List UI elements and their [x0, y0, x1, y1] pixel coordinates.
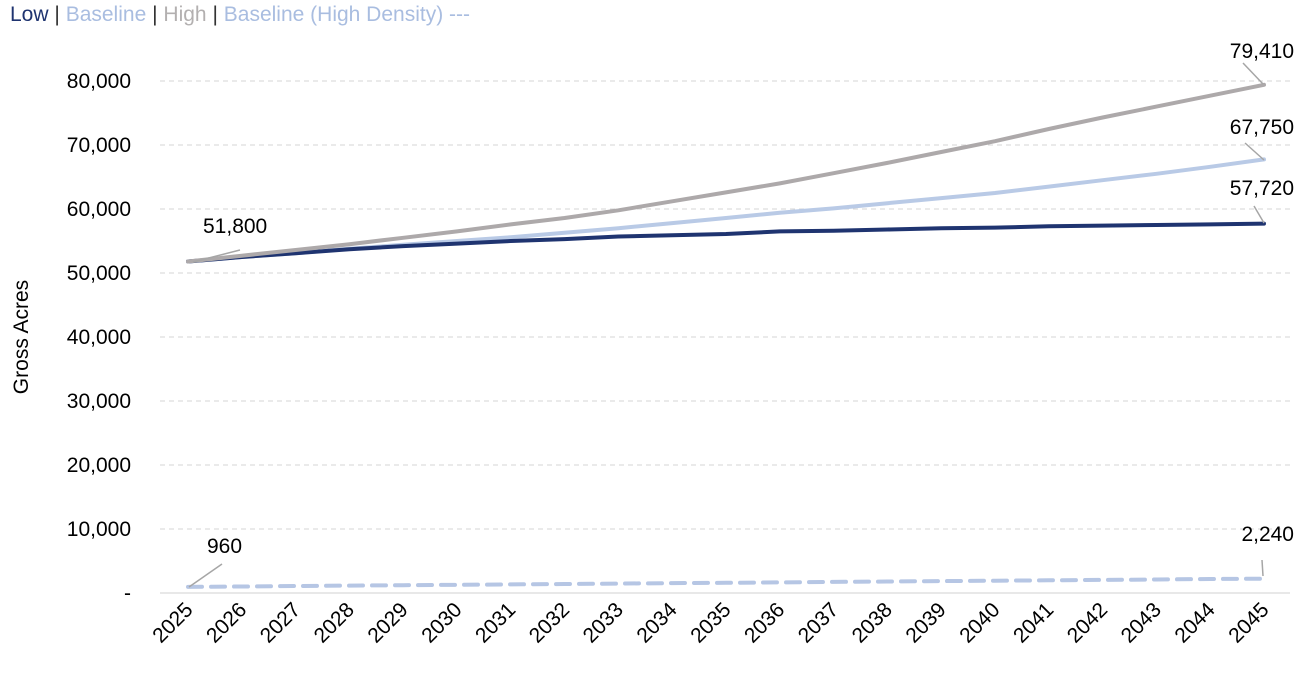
data-label: 2,240	[1241, 523, 1294, 546]
series-line-baseline-high-density	[186, 576, 1266, 589]
legend-separator: |	[152, 3, 158, 26]
y-tick-label: -	[124, 582, 131, 605]
x-tick-label: 2027	[256, 598, 305, 647]
y-tick-label: 50,000	[67, 262, 131, 285]
y-tick-label: 10,000	[67, 518, 131, 541]
series-line-low	[186, 221, 1266, 264]
y-axis-label: Gross Acres	[10, 280, 33, 394]
x-axis-ticks: 2025 2026 2027 2028 2029 2030 2031 2032 2033 2034…	[148, 598, 1273, 648]
gridlines	[160, 80, 1290, 530]
x-tick-label: 2039	[901, 598, 950, 647]
x-tick-label: 2032	[525, 598, 574, 647]
y-tick-label: 40,000	[67, 326, 131, 349]
x-tick-label: 2038	[848, 598, 897, 647]
x-tick-label: 2037	[794, 598, 843, 647]
legend-item-low: Low	[10, 3, 49, 26]
x-tick-label: 2042	[1063, 598, 1112, 647]
data-label-leader	[1244, 142, 1265, 161]
chart-legend: Low | Baseline | High | Baseline (High D…	[10, 3, 470, 27]
x-tick-label: 2036	[740, 598, 789, 647]
y-tick-label: 70,000	[67, 134, 131, 157]
data-label: 67,750	[1230, 116, 1294, 139]
x-tick-label: 2043	[1117, 598, 1166, 647]
legend-separator: |	[212, 3, 218, 26]
legend-item-baseline-high-density: Baseline (High Density) ---	[223, 3, 471, 26]
x-tick-label: 2045	[1224, 598, 1273, 647]
legend-item-baseline: Baseline	[65, 3, 147, 26]
series-line-high	[186, 82, 1266, 264]
legend-separator: |	[54, 3, 60, 26]
x-tick-label: 2040	[955, 598, 1004, 647]
legend-item-high: High	[163, 3, 207, 26]
x-tick-label: 2035	[686, 598, 735, 647]
data-label-leader	[188, 563, 223, 588]
data-label-leader	[1242, 62, 1264, 85]
y-axis-ticks: - 10,000 20,000 30,000 40,000 50,000 60,000 70,…	[67, 70, 131, 605]
x-tick-label: 2033	[579, 598, 628, 647]
x-tick-label: 2031	[471, 598, 520, 647]
y-tick-label: 80,000	[67, 70, 131, 93]
data-label: 51,800	[203, 215, 267, 238]
x-tick-label: 2041	[1009, 598, 1058, 647]
data-label-leader	[1253, 205, 1265, 224]
x-tick-label: 2026	[202, 598, 251, 647]
data-label: 79,410	[1230, 40, 1294, 63]
y-tick-label: 20,000	[67, 454, 131, 477]
x-tick-label: 2028	[310, 598, 359, 647]
x-tick-label: 2044	[1170, 598, 1220, 648]
x-tick-label: 2029	[363, 598, 412, 647]
x-tick-label: 2034	[632, 598, 682, 648]
series-lines	[186, 82, 1266, 589]
y-tick-label: 30,000	[67, 390, 131, 413]
data-label-leader	[192, 249, 241, 263]
data-label: 57,720	[1230, 177, 1294, 200]
data-label: 960	[207, 535, 242, 558]
x-tick-label: 2025	[148, 598, 197, 647]
data-label-leader	[1261, 559, 1264, 577]
y-tick-label: 60,000	[67, 198, 131, 221]
data-labels: 51,800 79,410 67,750 57,720 960 2,240	[188, 40, 1294, 588]
x-tick-label: 2030	[417, 598, 466, 647]
